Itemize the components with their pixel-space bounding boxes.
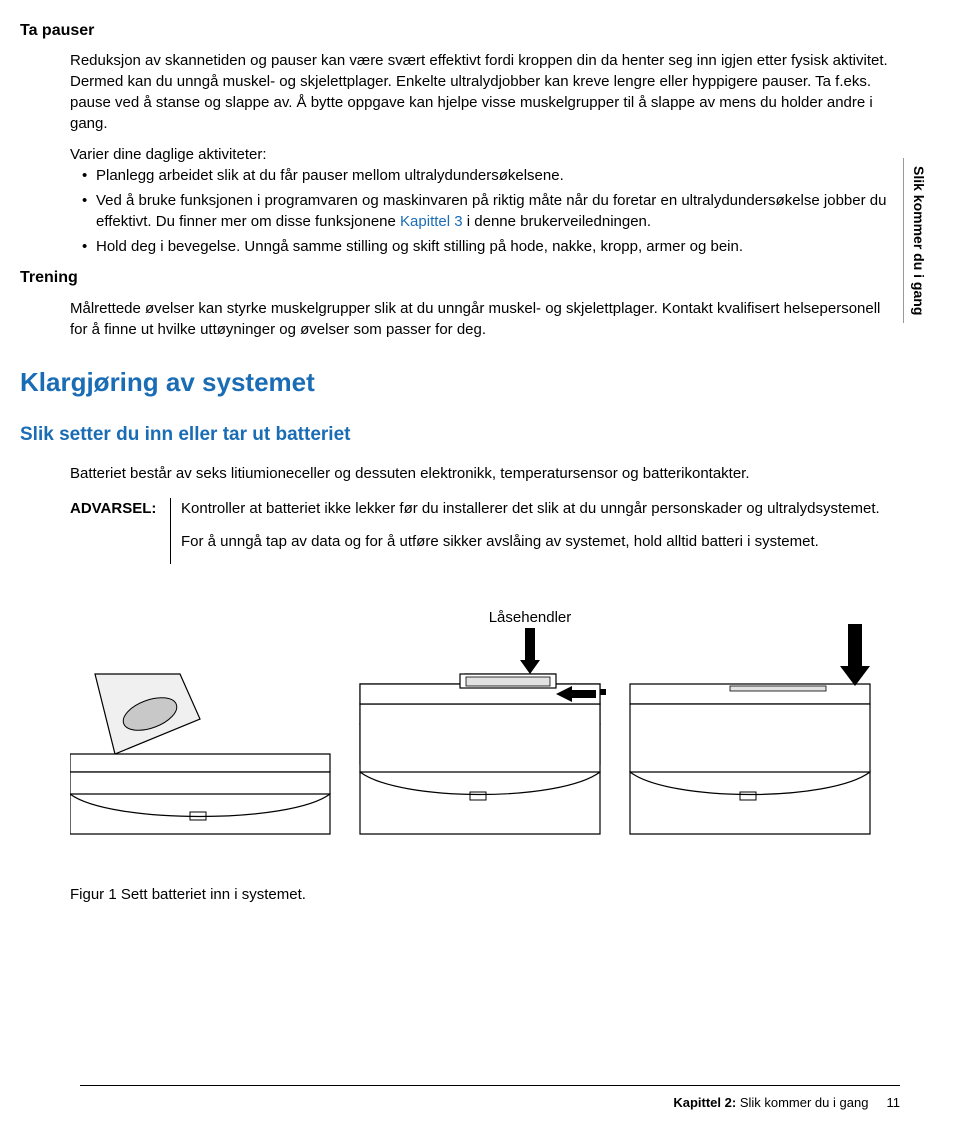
- device-step-3: [630, 624, 870, 834]
- footer-chapter-label: Kapittel 2:: [673, 1095, 736, 1110]
- heading-trening: Trening: [20, 267, 900, 289]
- footer-page-number: 11: [887, 1095, 901, 1110]
- bullet2-text-b: i denne brukerveiledningen.: [463, 213, 651, 230]
- list-item: Hold deg i bevegelse. Unngå samme stilli…: [82, 236, 900, 257]
- heading-klargjoring: Klargjøring av systemet: [20, 364, 900, 400]
- batteri-intro: Batteriet består av seks litiumionecelle…: [70, 463, 900, 484]
- figure-caption: Figur 1 Sett batteriet inn i systemet.: [70, 884, 890, 905]
- figure-area: Låsehendler: [70, 604, 890, 905]
- device-step-1: [70, 674, 330, 834]
- warning-body: Kontroller at batteriet ikke lekker før …: [170, 498, 900, 564]
- link-kapittel3[interactable]: Kapittel 3: [400, 213, 463, 230]
- list-item: Ved å bruke funksjonen i programvaren og…: [82, 190, 900, 232]
- battery-install-illustration: Låsehendler: [70, 604, 890, 864]
- lock-lever-label: Låsehendler: [489, 609, 572, 626]
- list-item: Planlegg arbeidet slik at du får pauser …: [82, 165, 900, 186]
- footer-chapter-title: Slik kommer du i gang: [740, 1095, 869, 1110]
- warning-label: ADVARSEL:: [70, 498, 170, 564]
- side-tab: Slik kommer du i gang: [903, 158, 932, 323]
- heading-ta-pauser: Ta pauser: [20, 20, 900, 42]
- warning-text-2: For å unngå tap av data og for å utføre …: [181, 531, 900, 552]
- warning-block: ADVARSEL: Kontroller at batteriet ikke l…: [70, 498, 900, 564]
- footer-text: Kapittel 2: Slik kommer du i gang 11: [673, 1094, 900, 1112]
- varier-label: Varier dine daglige aktiviteter:: [70, 144, 900, 165]
- device-step-2-body: [360, 628, 600, 834]
- warning-text-1: Kontroller at batteriet ikke lekker før …: [181, 498, 900, 519]
- ta-pauser-bullets: Planlegg arbeidet slik at du får pauser …: [82, 165, 900, 257]
- footer-rule: [80, 1085, 900, 1086]
- ta-pauser-para1: Reduksjon av skannetiden og pauser kan v…: [70, 50, 900, 134]
- heading-batteri: Slik setter du inn eller tar ut batterie…: [20, 422, 900, 449]
- trening-para: Målrettede øvelser kan styrke muskelgrup…: [70, 298, 900, 340]
